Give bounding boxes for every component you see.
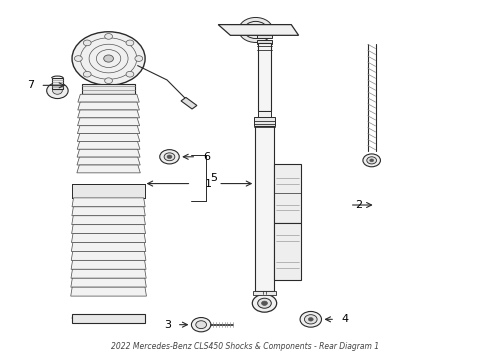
Polygon shape [77, 165, 140, 173]
Circle shape [196, 321, 206, 329]
Circle shape [300, 311, 321, 327]
Circle shape [308, 318, 313, 321]
Polygon shape [71, 278, 147, 287]
Bar [257, 33, 272, 38]
Circle shape [249, 25, 262, 35]
Circle shape [363, 154, 380, 167]
Circle shape [229, 28, 234, 32]
Bar [51, 78, 63, 89]
Bar [254, 117, 275, 126]
Circle shape [192, 318, 211, 332]
Polygon shape [181, 98, 197, 109]
Circle shape [262, 301, 268, 305]
Polygon shape [72, 207, 145, 216]
Circle shape [367, 157, 376, 164]
Polygon shape [77, 149, 140, 157]
Polygon shape [77, 157, 140, 165]
Bar [258, 111, 270, 119]
Circle shape [226, 26, 236, 33]
Text: 6: 6 [203, 152, 210, 162]
Circle shape [160, 150, 179, 164]
Bar [255, 126, 274, 291]
Polygon shape [77, 126, 140, 134]
Polygon shape [78, 102, 139, 110]
Bar [257, 40, 272, 44]
Circle shape [135, 56, 143, 62]
Polygon shape [71, 251, 146, 260]
Bar [274, 223, 300, 280]
Polygon shape [72, 234, 146, 243]
Polygon shape [72, 198, 145, 207]
Polygon shape [71, 269, 146, 278]
Bar [72, 314, 145, 323]
Polygon shape [77, 141, 140, 149]
Circle shape [105, 33, 113, 39]
Polygon shape [78, 94, 139, 102]
Circle shape [74, 56, 82, 62]
Bar [72, 184, 145, 198]
Polygon shape [218, 24, 298, 35]
Circle shape [278, 26, 288, 33]
Circle shape [167, 155, 172, 158]
Polygon shape [72, 243, 146, 251]
Polygon shape [72, 216, 146, 225]
Bar [82, 84, 135, 94]
Circle shape [164, 153, 175, 161]
Text: 2022 Mercedes-Benz CLS450 Shocks & Components - Rear Diagram 1: 2022 Mercedes-Benz CLS450 Shocks & Compo… [111, 342, 379, 351]
Circle shape [126, 71, 134, 77]
Circle shape [72, 32, 145, 85]
Circle shape [52, 87, 62, 94]
Circle shape [126, 40, 134, 46]
Circle shape [253, 28, 259, 32]
Polygon shape [77, 118, 140, 126]
Polygon shape [71, 287, 147, 296]
Text: 3: 3 [164, 320, 171, 330]
Circle shape [83, 40, 91, 46]
Circle shape [239, 18, 273, 42]
Text: 1: 1 [205, 179, 212, 189]
Circle shape [304, 315, 317, 324]
Polygon shape [72, 225, 146, 234]
Circle shape [258, 298, 271, 308]
Polygon shape [77, 134, 140, 141]
Bar [253, 291, 276, 295]
Circle shape [281, 28, 286, 32]
Circle shape [47, 83, 68, 99]
Text: 2: 2 [356, 200, 363, 210]
Circle shape [104, 55, 114, 62]
Text: 4: 4 [342, 314, 348, 324]
Bar [274, 164, 300, 223]
Circle shape [83, 71, 91, 77]
Circle shape [370, 159, 374, 162]
Bar [258, 43, 270, 111]
Circle shape [105, 78, 113, 84]
Text: 5: 5 [210, 173, 217, 183]
Circle shape [244, 21, 268, 39]
Circle shape [252, 294, 277, 312]
Polygon shape [77, 110, 140, 118]
Text: 7: 7 [27, 80, 34, 90]
Polygon shape [71, 260, 146, 269]
